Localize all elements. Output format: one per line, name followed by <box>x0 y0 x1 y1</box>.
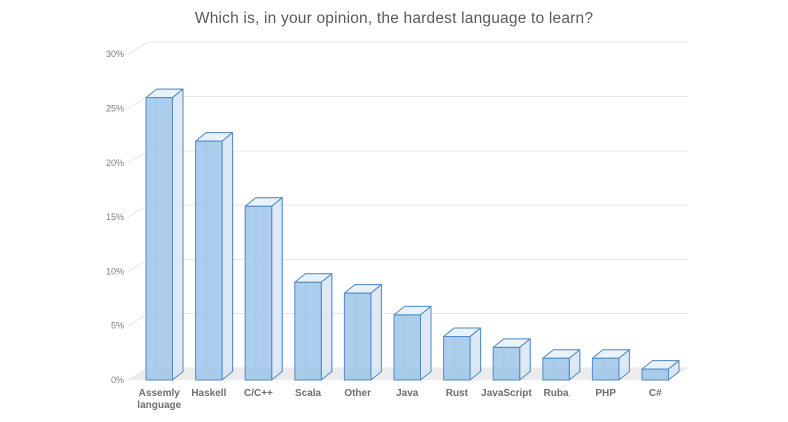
bar-side <box>370 284 382 381</box>
bar-front <box>343 292 372 381</box>
bar-scala: Scala <box>294 273 333 399</box>
bar-front <box>393 314 421 381</box>
ytick-label: 5% <box>111 321 124 331</box>
bar-javascript: JavaScript <box>481 338 532 399</box>
gridline-connector <box>127 150 149 164</box>
bar-php: PHP <box>591 349 630 399</box>
category-label: Other <box>344 388 371 399</box>
bar-front <box>443 336 471 381</box>
bar-side <box>221 132 234 381</box>
bar-front <box>145 97 173 381</box>
category-label: Haskell <box>191 388 226 399</box>
bar-front <box>542 357 570 381</box>
bar-front <box>641 368 669 381</box>
bar-front <box>492 346 521 381</box>
bar-side <box>172 88 184 381</box>
bar-c: C# <box>641 360 680 399</box>
ytick-label: 10% <box>106 266 124 276</box>
ytick-label: 30% <box>106 49 124 59</box>
chart-title: Which is, in your opinion, the hardest l… <box>194 10 594 27</box>
bar-front <box>591 357 620 381</box>
gridline-connector <box>127 41 149 55</box>
bar-ruba: Ruba <box>542 349 581 399</box>
bar-side <box>420 305 432 381</box>
ytick-label: 0% <box>111 375 124 385</box>
category-label: Rust <box>446 388 469 399</box>
bar-front <box>244 205 273 381</box>
gridline-connector <box>127 258 149 272</box>
bar-front <box>294 281 322 381</box>
bar-java: Java <box>393 305 432 399</box>
category-label: language <box>137 400 181 411</box>
bar-other: Other <box>343 284 382 399</box>
ytick-label: 25% <box>106 104 124 114</box>
bar-front <box>195 140 223 381</box>
bar-c-c: C/C++ <box>244 197 283 399</box>
category-label: Assemly <box>139 388 181 399</box>
gridline-connector <box>127 313 149 327</box>
bar-side <box>320 273 333 381</box>
gridline-connector <box>127 204 149 218</box>
ytick-label: 20% <box>106 158 124 168</box>
bar-rust: Rust <box>443 327 482 399</box>
gridline-connector <box>127 367 149 381</box>
gridline-connector <box>127 96 149 109</box>
ytick-label: 15% <box>106 212 124 222</box>
category-label: Ruba <box>544 388 569 399</box>
category-label: Java <box>396 388 419 399</box>
category-label: Scala <box>295 388 322 399</box>
bar-side <box>271 197 283 381</box>
bar-side <box>469 327 482 381</box>
bar-haskell: Haskell <box>191 132 234 399</box>
category-label: PHP <box>595 388 616 399</box>
category-label: JavaScript <box>481 388 532 399</box>
category-label: C# <box>649 388 662 399</box>
category-label: C/C++ <box>244 388 273 399</box>
